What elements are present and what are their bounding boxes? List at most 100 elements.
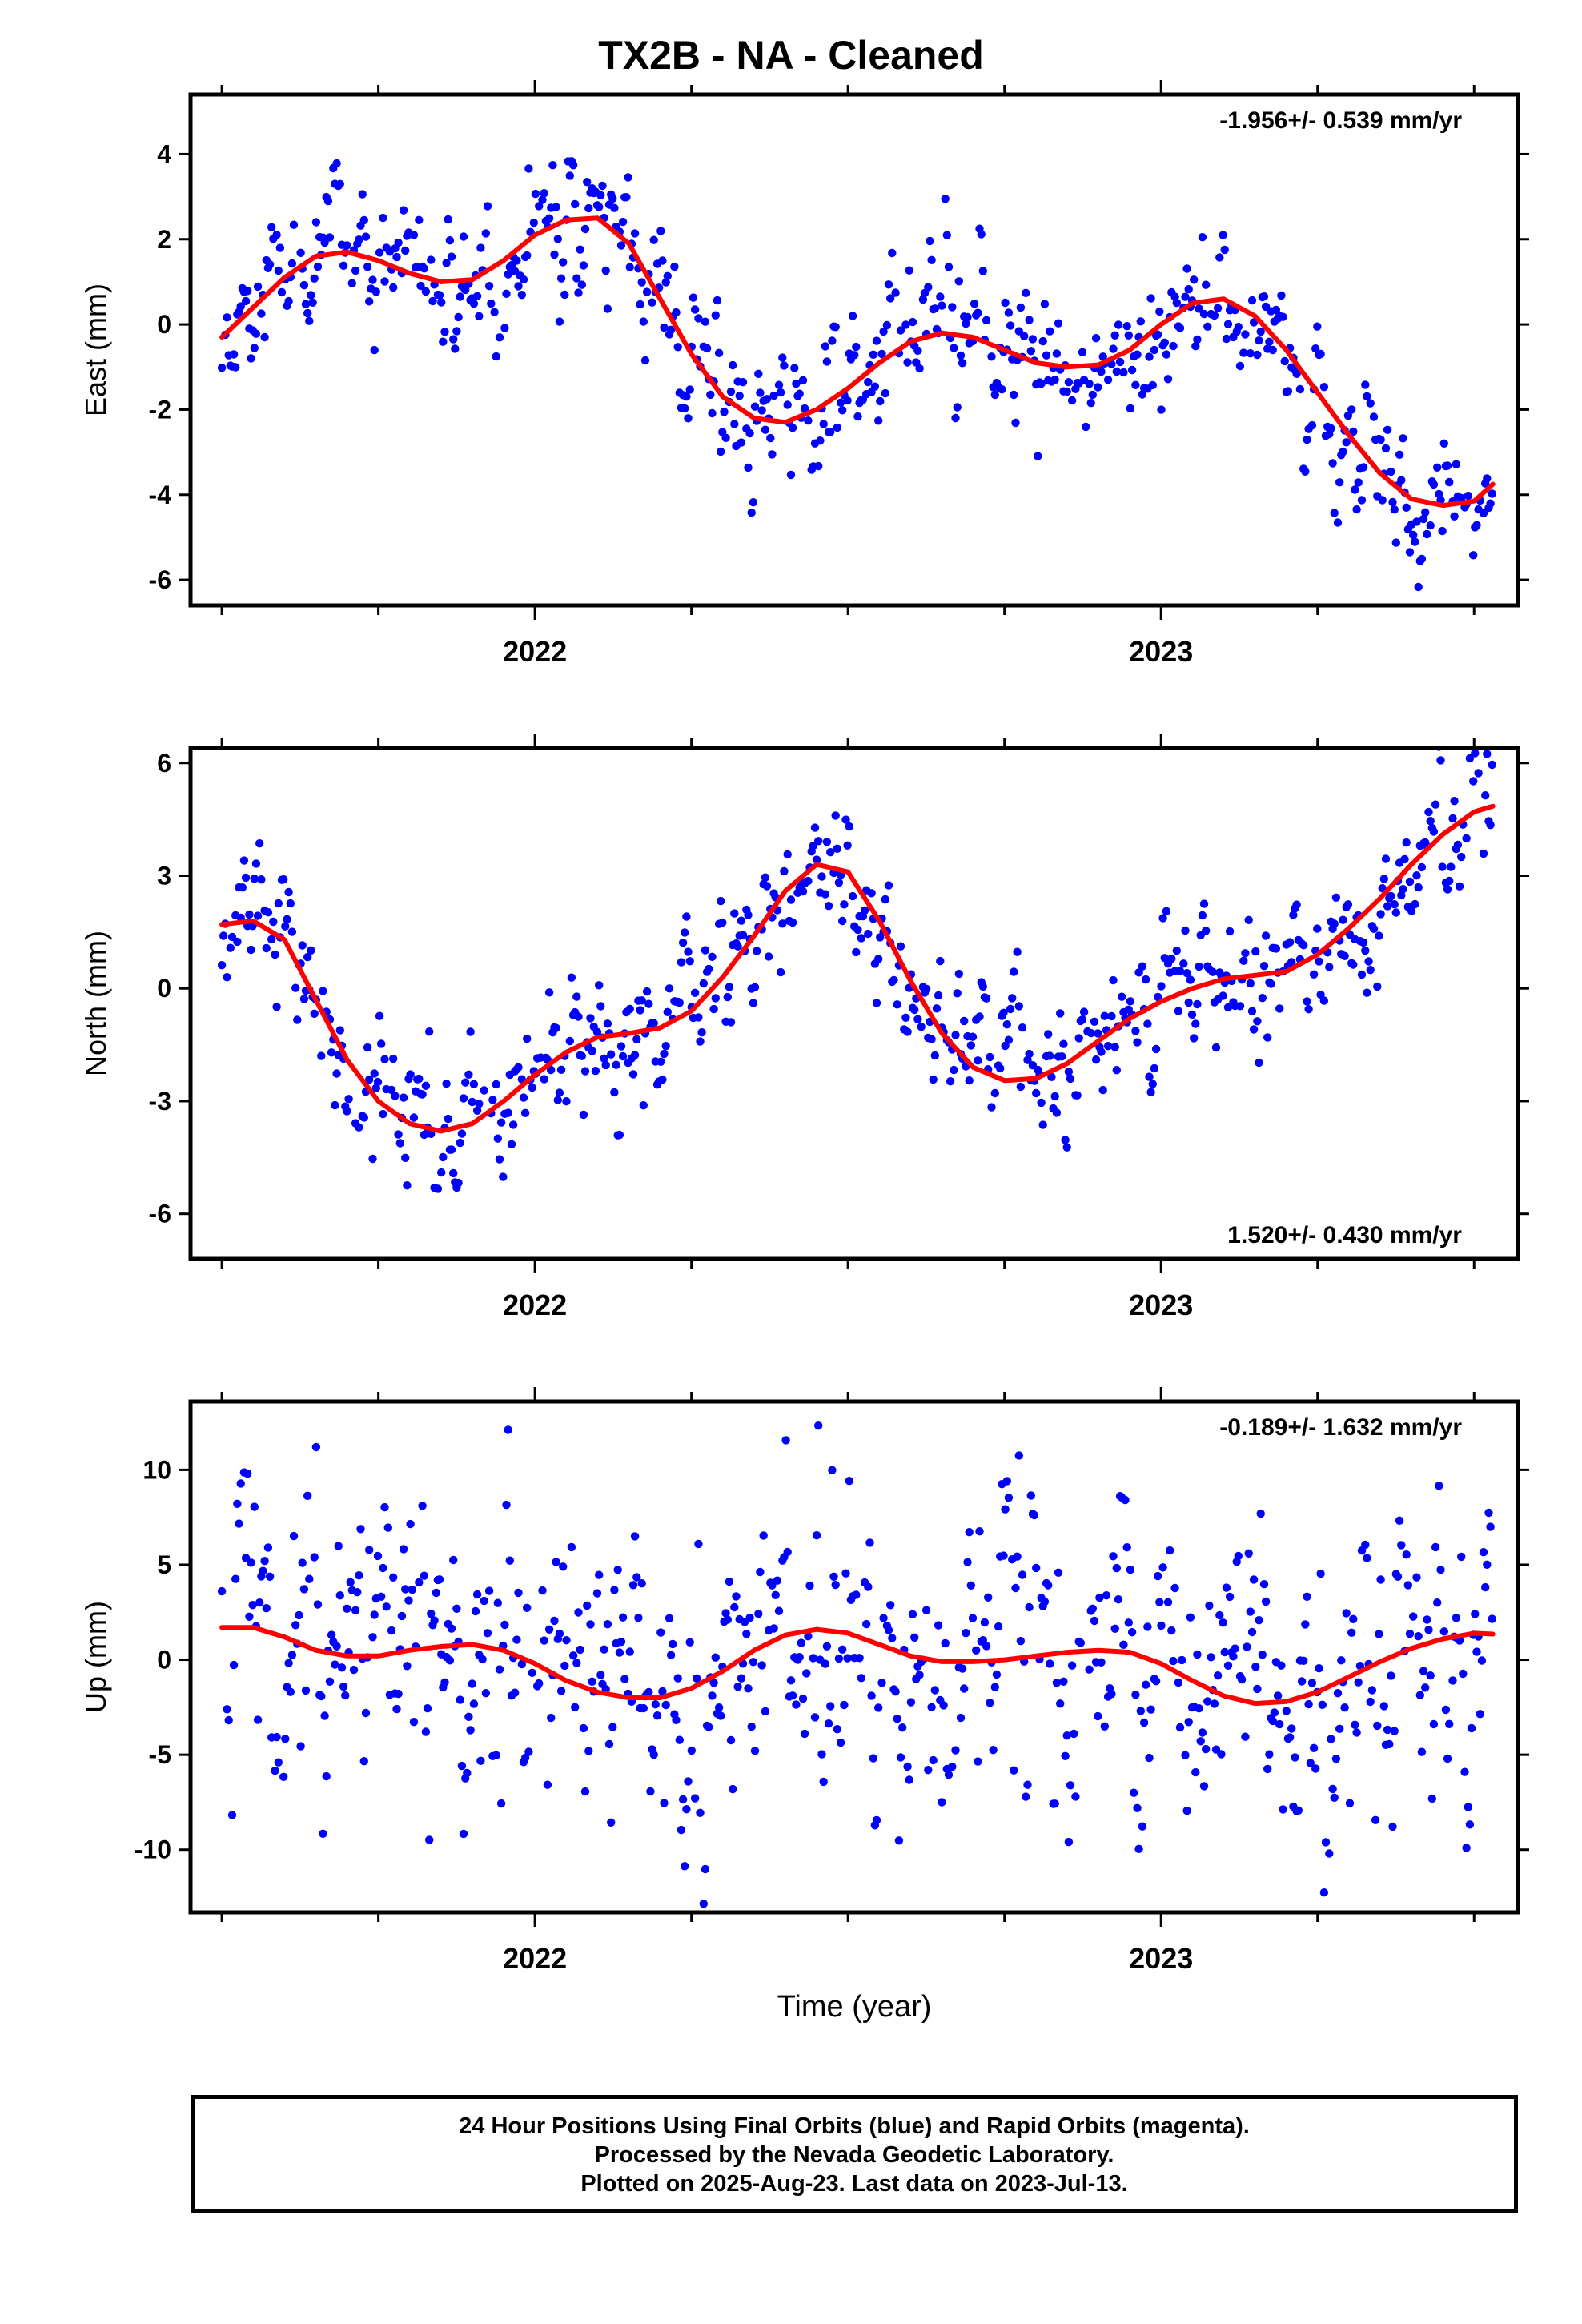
data-point bbox=[1142, 975, 1150, 984]
data-point bbox=[380, 1055, 389, 1063]
data-point bbox=[231, 1574, 240, 1583]
data-point bbox=[287, 1651, 297, 1659]
data-point bbox=[584, 1747, 593, 1755]
data-point bbox=[673, 343, 682, 352]
data-point bbox=[1366, 399, 1375, 408]
data-point bbox=[742, 1630, 751, 1638]
data-point bbox=[1178, 1655, 1186, 1665]
data-point bbox=[950, 344, 958, 352]
data-point bbox=[717, 896, 725, 906]
data-point bbox=[1333, 518, 1343, 527]
data-point bbox=[1292, 900, 1301, 909]
data-point bbox=[1388, 497, 1397, 507]
data-point bbox=[1172, 298, 1182, 308]
data-point bbox=[879, 327, 888, 336]
data-point bbox=[1022, 288, 1030, 297]
data-point bbox=[404, 1596, 413, 1605]
data-point bbox=[822, 357, 832, 366]
data-point bbox=[1169, 1656, 1178, 1666]
data-point bbox=[1016, 1637, 1026, 1646]
data-point bbox=[665, 984, 674, 993]
data-point bbox=[425, 1027, 434, 1036]
data-point bbox=[1306, 1759, 1315, 1767]
data-point bbox=[929, 1755, 938, 1765]
data-point bbox=[1022, 1792, 1030, 1801]
data-point bbox=[562, 1097, 571, 1106]
data-point bbox=[1030, 1510, 1039, 1520]
data-point bbox=[960, 1684, 969, 1693]
data-point bbox=[756, 1567, 765, 1577]
data-point bbox=[544, 988, 554, 997]
data-point bbox=[620, 1675, 629, 1683]
data-point bbox=[305, 1574, 314, 1583]
data-point bbox=[666, 1651, 676, 1659]
data-point bbox=[420, 1571, 428, 1580]
data-point bbox=[951, 1746, 960, 1755]
data-point bbox=[514, 282, 523, 291]
data-point bbox=[708, 1691, 717, 1700]
data-point bbox=[1136, 1707, 1146, 1715]
data-point bbox=[824, 902, 833, 911]
data-point bbox=[265, 1572, 275, 1582]
data-point bbox=[1217, 1750, 1226, 1759]
data-point bbox=[1259, 292, 1269, 301]
data-point bbox=[738, 378, 748, 387]
data-point bbox=[1261, 931, 1271, 940]
data-point bbox=[397, 1611, 407, 1621]
data-point bbox=[1088, 390, 1098, 400]
data-point bbox=[1001, 1505, 1010, 1514]
data-point bbox=[311, 1442, 321, 1452]
data-point bbox=[1387, 467, 1395, 476]
data-point bbox=[1436, 756, 1445, 765]
data-point bbox=[953, 989, 962, 998]
data-point bbox=[927, 1703, 936, 1711]
data-point bbox=[862, 1619, 871, 1629]
data-point bbox=[496, 1799, 506, 1808]
data-point bbox=[481, 229, 490, 238]
data-point bbox=[1114, 320, 1123, 329]
data-point bbox=[822, 838, 832, 846]
data-point bbox=[1110, 1624, 1119, 1634]
data-point bbox=[1064, 1837, 1074, 1847]
data-point bbox=[251, 859, 261, 868]
data-point bbox=[257, 875, 266, 884]
data-point bbox=[1327, 424, 1335, 433]
data-point bbox=[514, 1588, 523, 1598]
data-point bbox=[924, 1766, 933, 1775]
data-point bbox=[1318, 1700, 1327, 1709]
data-point bbox=[834, 878, 844, 887]
data-point bbox=[1409, 530, 1418, 540]
data-point bbox=[1239, 348, 1248, 357]
data-point bbox=[649, 1019, 658, 1028]
data-point bbox=[1143, 1019, 1152, 1028]
data-point bbox=[476, 243, 485, 252]
data-point bbox=[780, 866, 789, 876]
data-point bbox=[966, 1581, 976, 1590]
data-point bbox=[415, 215, 424, 224]
data-point bbox=[1411, 537, 1419, 546]
data-point bbox=[540, 1075, 548, 1084]
data-point bbox=[1219, 231, 1227, 239]
data-point bbox=[347, 279, 356, 287]
data-point bbox=[219, 931, 228, 940]
footer-box: 24 Hour Positions Using Final Orbits (bl… bbox=[191, 2095, 1518, 2213]
data-point bbox=[1066, 1781, 1075, 1790]
data-point bbox=[828, 336, 837, 345]
data-point bbox=[1037, 1098, 1046, 1108]
data-point bbox=[744, 1684, 753, 1693]
data-point bbox=[550, 1616, 559, 1626]
data-point bbox=[463, 1768, 472, 1778]
data-point bbox=[753, 947, 761, 955]
data-point bbox=[675, 1735, 684, 1744]
data-point bbox=[274, 899, 283, 908]
data-point bbox=[1459, 1669, 1468, 1679]
data-point bbox=[1241, 949, 1250, 958]
data-point bbox=[464, 1712, 473, 1721]
data-point bbox=[303, 1491, 312, 1501]
data-point bbox=[1059, 1039, 1068, 1048]
data-point bbox=[1016, 303, 1026, 312]
data-point bbox=[260, 1557, 269, 1566]
data-point bbox=[1347, 405, 1356, 414]
data-point bbox=[1287, 958, 1296, 967]
data-point bbox=[1267, 979, 1275, 988]
